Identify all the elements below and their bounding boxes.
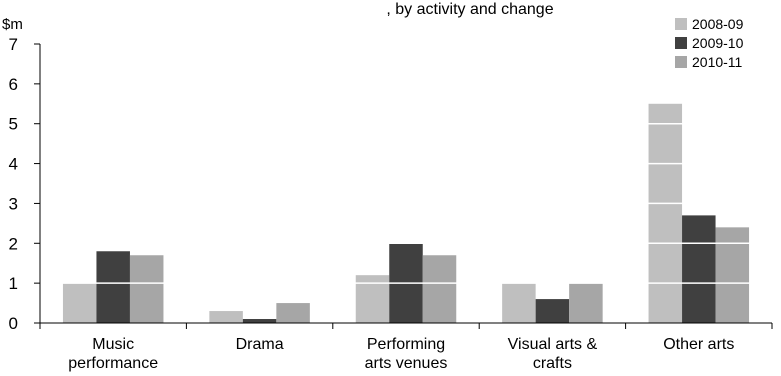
y-axis-unit-label: $m <box>2 16 23 33</box>
bar-2008-09-3 <box>502 283 536 323</box>
bar-2010-11-3 <box>569 283 603 323</box>
bar-2009-10-3 <box>535 299 570 323</box>
x-category-label: Visual arts & crafts <box>508 336 598 372</box>
bar-2010-11-2 <box>422 255 457 323</box>
legend-label-2008-09: 2008-09 <box>692 16 744 32</box>
legend: 2008-09 2009-10 2010-11 <box>675 16 744 70</box>
legend-swatch-2010-11 <box>675 56 687 68</box>
bar-2008-09-2 <box>355 275 390 323</box>
bar-2009-10-0 <box>96 251 130 323</box>
axes: 0 1 2 3 4 5 6 7 Music performance Drama Performing a… <box>9 35 773 372</box>
bar-2010-11-0 <box>129 255 164 323</box>
bar-2010-11-1 <box>276 303 310 323</box>
bar-2010-11-4 <box>715 227 750 323</box>
legend-label-2010-11: 2010-11 <box>692 54 743 70</box>
bar-2008-09-4 <box>648 103 683 324</box>
legend-swatch-2009-10 <box>675 37 687 49</box>
y-tick-label: 1 <box>9 274 18 293</box>
y-tick-label: 2 <box>9 234 18 253</box>
legend-label-2009-10: 2009-10 <box>692 35 744 51</box>
x-category-label: Other arts <box>663 336 734 353</box>
y-tick-label: 5 <box>9 115 18 134</box>
legend-swatch-2008-09 <box>675 18 687 30</box>
x-category-label: Drama <box>236 336 284 353</box>
gridlines <box>40 43 772 284</box>
bars-layer <box>62 103 750 324</box>
bar-2009-10-1 <box>242 319 277 323</box>
chart-title: , by activity and change <box>386 1 553 18</box>
y-tick-label: 4 <box>9 155 18 174</box>
y-tick-label: 6 <box>9 75 18 94</box>
bar-2008-09-0 <box>62 283 97 323</box>
x-category-label: Performing arts venues <box>365 336 448 372</box>
y-tick-label: 3 <box>9 194 18 213</box>
x-category-label: Music performance <box>68 336 158 372</box>
y-tick-label: 7 <box>9 35 18 54</box>
y-tick-label: 0 <box>9 314 18 333</box>
bar-2009-10-4 <box>682 215 716 323</box>
bar-2008-09-1 <box>209 311 243 323</box>
